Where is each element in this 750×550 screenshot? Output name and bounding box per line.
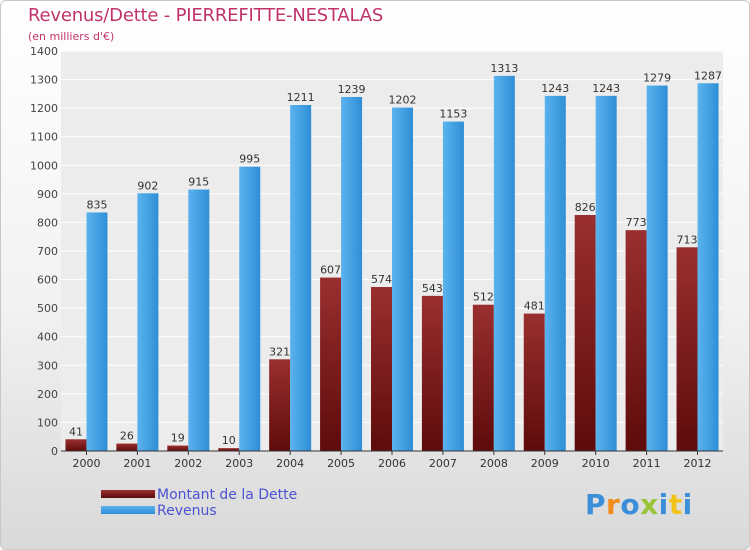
data-label-dette: 512 [473,291,494,304]
bar-dette [472,304,494,451]
proxiti-logo: Proxiti [585,488,693,521]
data-label-dette: 713 [677,233,698,246]
bar-dette [320,277,342,451]
data-label-revenus: 835 [86,198,107,211]
x-tick-label: 2005 [327,457,355,470]
bar-dette [421,295,443,451]
data-label-dette: 826 [575,201,596,214]
y-tick-label: 1300 [30,74,58,87]
logo-letter: t [668,488,683,521]
bar-revenus [188,189,210,452]
y-tick-label: 1400 [30,45,58,58]
bar-dette [116,443,138,451]
logo-letter: i [682,488,693,521]
legend-label-dette: Montant de la Dette [157,487,298,503]
x-tick-label: 2006 [378,457,406,470]
data-label-revenus: 1279 [643,72,671,85]
bar-revenus [392,107,413,452]
legend-label-revenus: Revenus [157,503,217,519]
bar-revenus [341,97,363,451]
bar-revenus [290,105,312,451]
bar-dette [218,448,240,451]
x-tick-label: 2011 [633,457,661,470]
x-tick-label: 2002 [174,457,202,470]
x-tick-label: 2010 [582,457,610,470]
data-label-revenus: 915 [188,176,209,189]
x-tick-label: 2008 [480,457,508,470]
x-tick-label: 2003 [225,457,253,470]
data-label-dette: 19 [171,432,185,445]
x-tick-label: 2007 [429,457,457,470]
x-tick-label: 2000 [72,457,100,470]
legend-swatch-dette [101,490,155,498]
data-label-dette: 26 [120,430,134,443]
data-label-dette: 543 [422,282,443,295]
y-tick-label: 600 [37,274,58,287]
bar-revenus [697,83,719,452]
legend-swatch-revenus [101,506,155,514]
bar-revenus [137,193,159,452]
data-label-dette: 607 [320,264,341,277]
bar-revenus [442,121,464,452]
bar-dette [167,445,189,451]
bar-revenus [493,75,515,451]
bar-revenus [86,212,108,451]
logo-letter: P [585,488,607,521]
data-label-dette: 773 [626,216,647,229]
chart-subtitle: (en milliers d'€) [28,30,115,43]
data-label-revenus: 902 [137,179,158,192]
y-tick-label: 1000 [30,159,58,172]
data-label-revenus: 995 [239,153,260,166]
y-tick-label: 1100 [30,131,58,144]
data-label-revenus: 1287 [694,69,722,82]
y-tick-label: 1200 [30,102,58,115]
data-label-dette: 481 [524,300,545,313]
data-label-dette: 41 [69,425,83,438]
logo-letter: x [640,488,659,521]
bar-dette [269,359,291,451]
bar-revenus [595,95,617,451]
data-label-revenus: 1239 [338,83,366,96]
logo-letter: i [658,488,669,521]
bar-revenus [544,95,566,451]
x-tick-label: 2001 [123,457,151,470]
y-tick-label: 700 [37,245,58,258]
chart-title: Revenus/Dette - PIERREFITTE-NESTALAS [28,5,384,26]
x-tick-label: 2009 [531,457,559,470]
data-label-revenus: 1202 [389,94,417,107]
data-label-revenus: 1211 [287,91,315,104]
x-tick-label: 2004 [276,457,304,470]
data-label-dette: 321 [269,345,290,358]
bar-dette [574,215,596,451]
y-tick-label: 400 [37,331,58,344]
bar-revenus [239,166,261,451]
bar-revenus [646,85,668,452]
y-tick-label: 200 [37,388,58,401]
logo-letter: r [606,488,621,521]
y-tick-label: 900 [37,188,58,201]
logo-letter: o [620,488,641,521]
data-label-dette: 574 [371,273,392,286]
bar-dette [676,247,698,451]
data-label-revenus: 1243 [592,82,620,95]
y-tick-label: 500 [37,302,58,315]
bar-dette [65,439,87,451]
data-label-revenus: 1313 [490,62,518,75]
bar-dette [625,230,647,451]
y-tick-label: 100 [37,416,58,429]
data-label-revenus: 1153 [439,108,467,121]
y-tick-label: 0 [51,445,58,458]
data-label-dette: 10 [222,434,236,447]
x-tick-label: 2012 [684,457,712,470]
bar-dette [371,287,392,451]
y-tick-label: 300 [37,359,58,372]
y-tick-label: 800 [37,216,58,229]
bar-dette [523,313,545,451]
data-label-revenus: 1243 [541,82,569,95]
